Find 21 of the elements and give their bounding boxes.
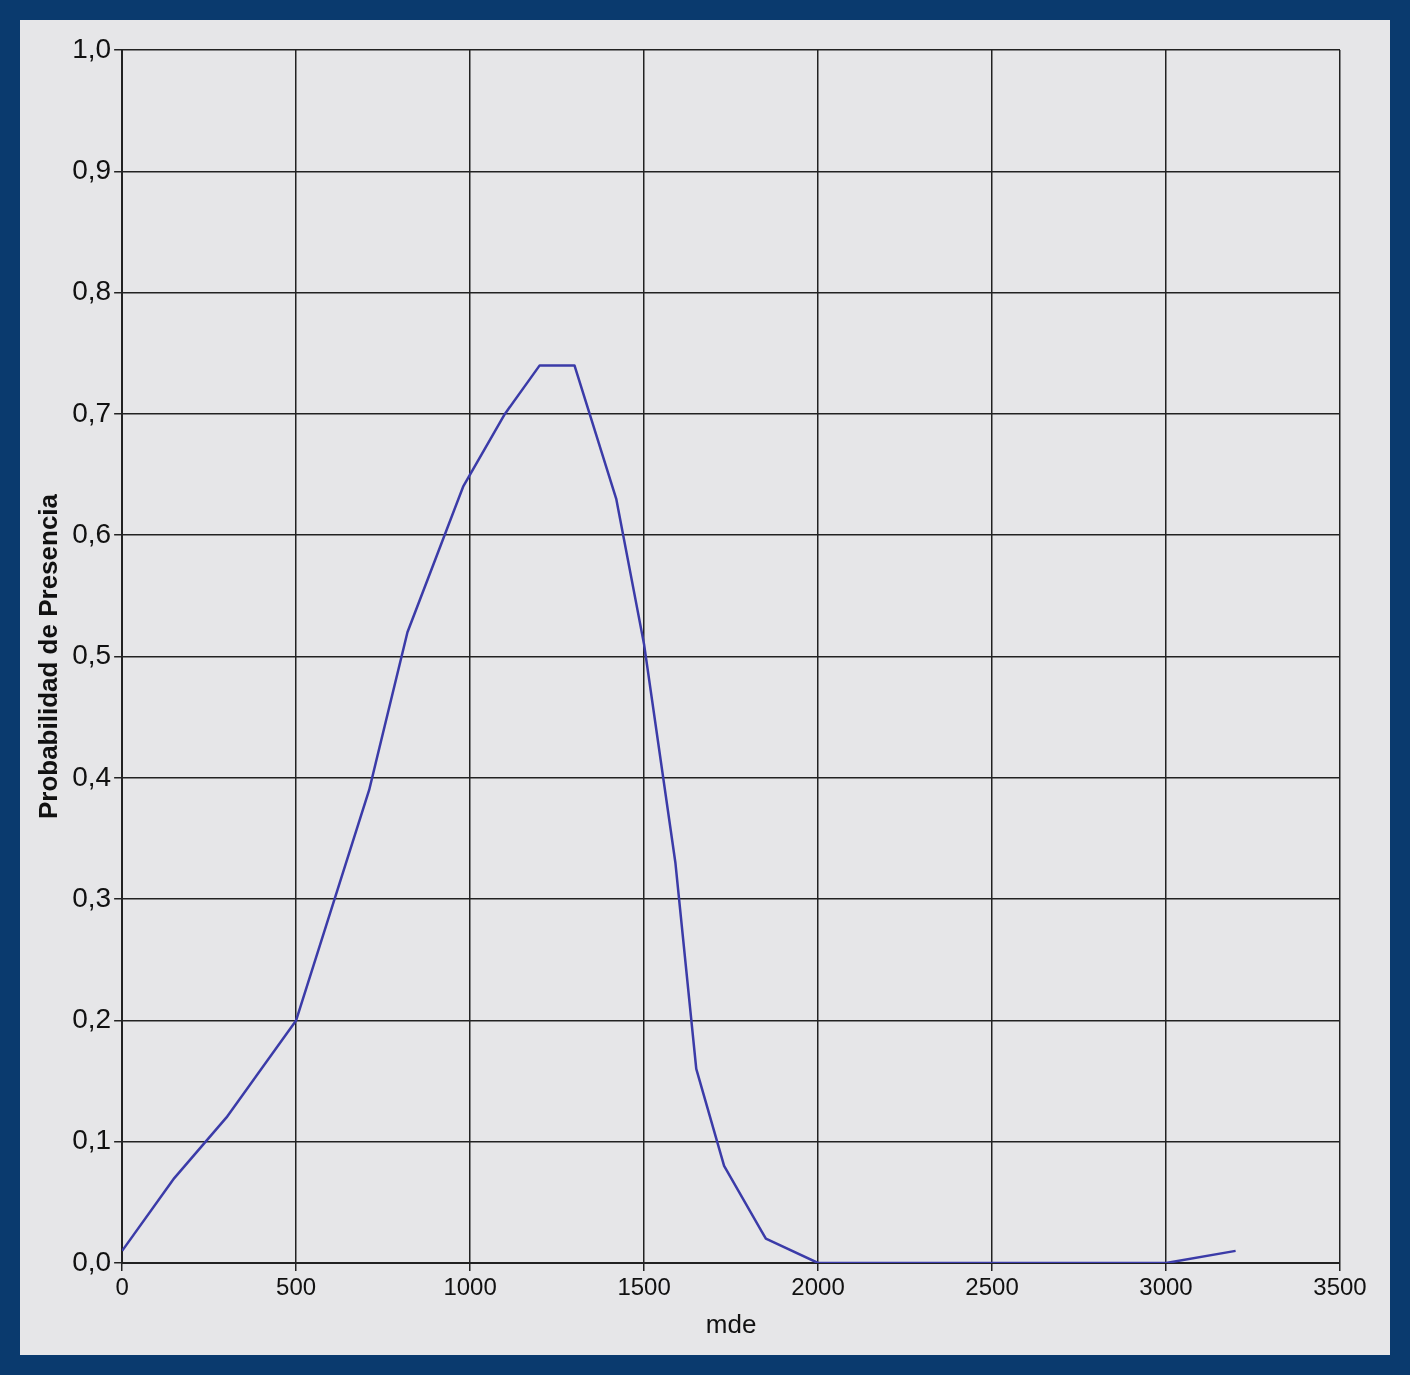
y-tick-label: 0,6 — [72, 517, 112, 549]
y-tick-label: 1,0 — [72, 32, 112, 64]
x-tick-label: 1000 — [443, 1273, 497, 1301]
x-tick-label: 500 — [276, 1273, 317, 1301]
y-tick-label: 0,0 — [72, 1245, 112, 1277]
y-tick-label: 0,1 — [72, 1124, 112, 1156]
y-tick-label: 0,9 — [72, 154, 112, 186]
x-tick-label: 3500 — [1313, 1273, 1367, 1301]
y-tick-label: 0,3 — [72, 881, 112, 913]
x-tick-label: 1500 — [617, 1273, 671, 1301]
x-tick-label: 2000 — [791, 1273, 845, 1301]
y-tick-label: 0,8 — [72, 275, 112, 307]
y-tick-label: 0,7 — [72, 396, 112, 428]
x-axis-title: mde — [705, 1308, 757, 1339]
x-tick-label: 2500 — [965, 1273, 1019, 1301]
y-axis-title: Probabilidad de Presencia — [32, 493, 63, 820]
y-tick-label: 0,4 — [72, 760, 112, 792]
x-tick-label: 3000 — [1139, 1273, 1193, 1301]
y-tick-label: 0,2 — [72, 1003, 112, 1035]
x-tick-label: 0 — [115, 1273, 129, 1301]
y-tick-label: 0,5 — [72, 639, 112, 671]
